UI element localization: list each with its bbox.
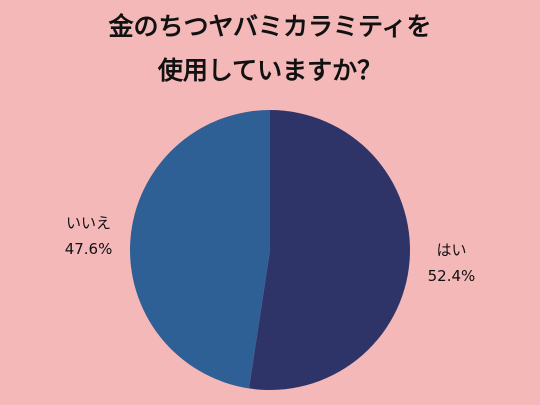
pie-slice: [248, 110, 410, 390]
slice-label: いいえ: [66, 214, 111, 232]
slice-label: はい: [436, 241, 466, 259]
chart-title: 使用していますか？: [157, 56, 382, 85]
pie-slice: [129, 110, 270, 389]
slice-value-label: 52.4%: [428, 267, 476, 285]
chart-title: 金のちつヤバミカラミティを: [107, 12, 431, 41]
slice-value-label: 47.6%: [65, 240, 113, 258]
